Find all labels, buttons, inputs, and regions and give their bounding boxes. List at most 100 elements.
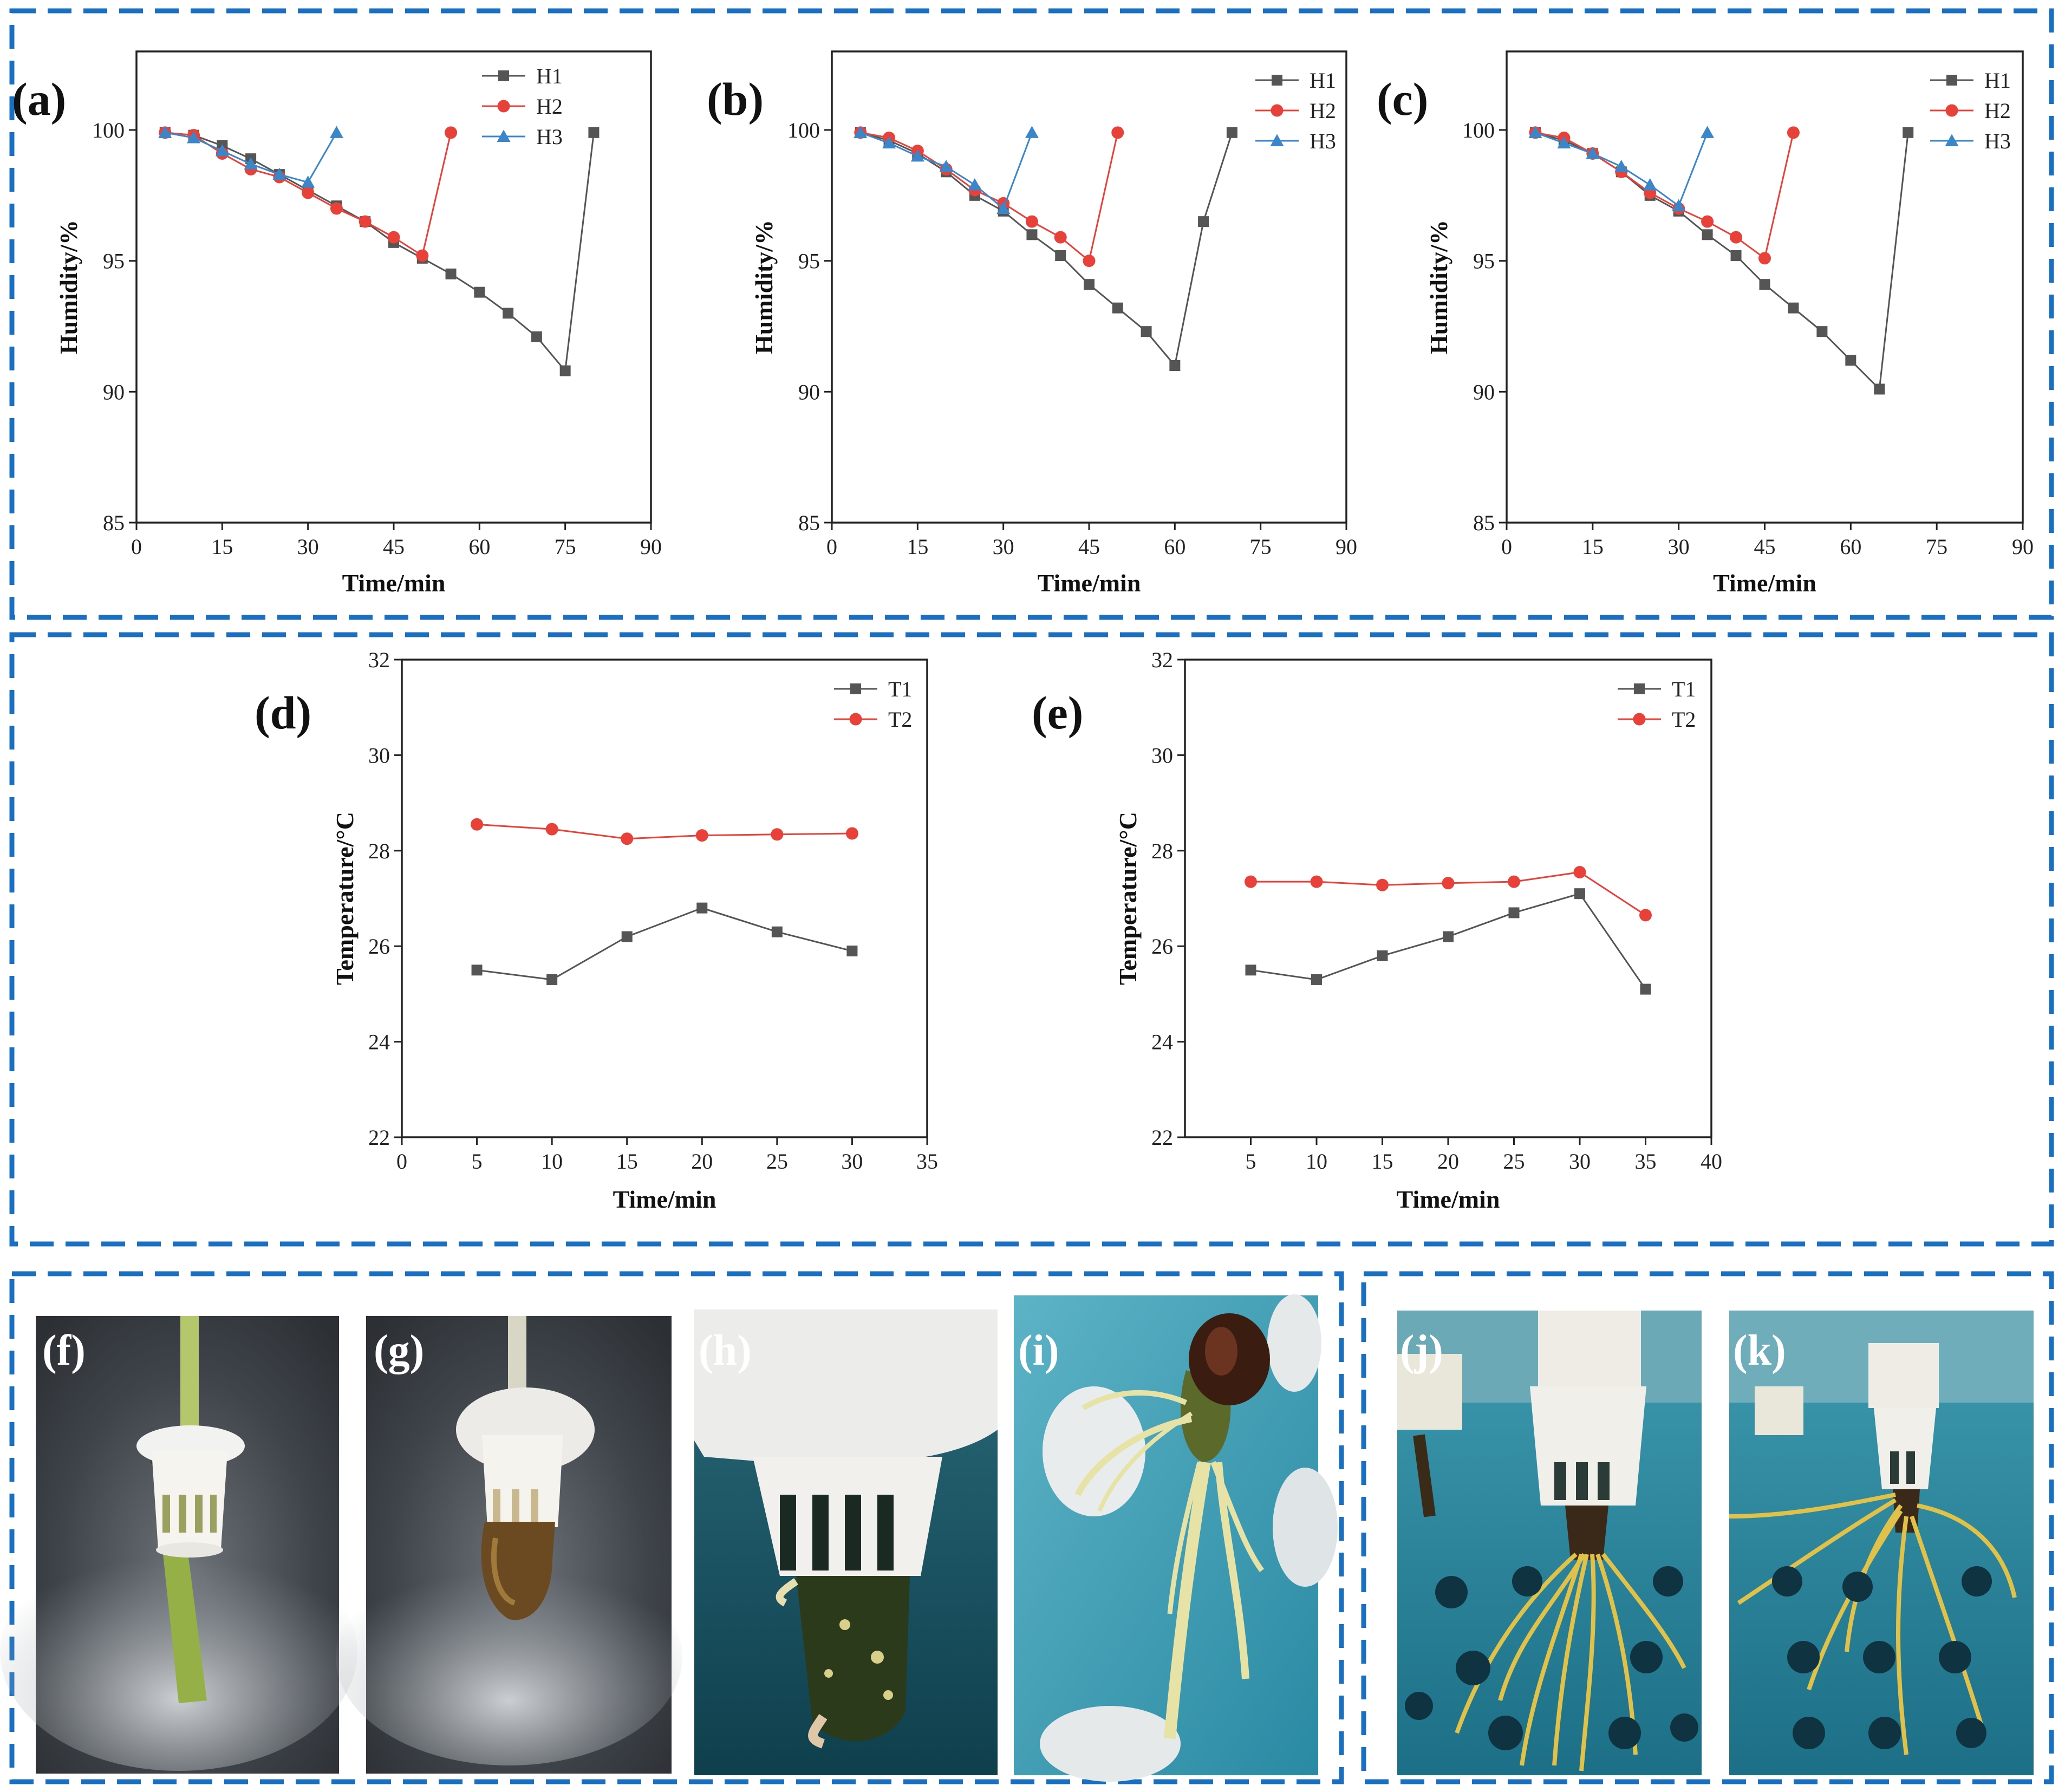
photo-i: (i) [1014, 1294, 1338, 1782]
chart-c: 0 15 30 45 60 75 90 85 90 95 100 Time/min Humidity/%… [1425, 50, 2034, 597]
data-point-H3 [1643, 178, 1657, 191]
y-tick-label: 24 [1151, 1030, 1173, 1054]
y-tick-label: 85 [1473, 511, 1495, 535]
data-point-H1 [1903, 127, 1914, 138]
x-tick-label: 15 [211, 535, 233, 559]
photo-j: (j) [1397, 1311, 1702, 1775]
data-point-H3 [882, 136, 896, 149]
x-tick-label: 0 [396, 1149, 407, 1174]
data-point-T2 [771, 828, 784, 841]
y-tick-label: 100 [787, 118, 820, 142]
y-tick-label: 22 [1151, 1125, 1173, 1150]
x-tick-label: 75 [1926, 535, 1947, 559]
photo-g: (g) [336, 1316, 682, 1774]
legend-label-T1: T1 [1672, 677, 1696, 701]
data-point-T1 [1377, 950, 1388, 961]
x-tick-label: 60 [1840, 535, 1861, 559]
x-tick-label: 10 [541, 1149, 563, 1174]
data-point-H3 [244, 157, 258, 170]
y-tick-label: 90 [103, 380, 125, 404]
x-tick-label: 25 [1503, 1149, 1525, 1174]
x-tick-label: 60 [468, 535, 490, 559]
data-point-H2 [416, 249, 429, 262]
series-line-T2 [477, 823, 852, 840]
x-tick-label: 15 [616, 1149, 638, 1174]
y-axis-title: Humidity/% [55, 220, 82, 354]
plot-area [1184, 659, 1712, 1138]
data-point-H1 [1816, 326, 1828, 337]
x-tick-label: 30 [841, 1149, 863, 1174]
photo-f: (f) [0, 1316, 357, 1774]
frame-photos-right [1361, 1271, 2054, 1784]
x-tick-label: 60 [1164, 535, 1185, 559]
data-point-T2 [845, 827, 858, 840]
data-point-T1 [1443, 931, 1454, 942]
chart-a: 0 15 30 45 60 75 90 85 90 95 100 Time/min Humidity/%… [55, 50, 662, 597]
data-point-H2 [302, 186, 315, 199]
x-tick-label: 5 [1246, 1149, 1256, 1174]
plot-area [135, 50, 652, 524]
data-point-T1 [471, 965, 483, 976]
data-point-T2 [695, 829, 708, 842]
data-point-H1 [474, 286, 485, 298]
data-point-T1 [621, 931, 633, 942]
data-point-H2 [1701, 215, 1714, 228]
legend-marker-T1 [1634, 683, 1645, 694]
x-tick-label: 45 [1754, 535, 1776, 559]
series-line-H2 [1535, 132, 1794, 260]
panel-letter-d: (d) [255, 687, 311, 739]
data-point-H3 [1614, 160, 1628, 172]
data-point-T2 [621, 832, 634, 845]
x-tick-label: 30 [1569, 1149, 1591, 1174]
chart-e: 5 10 15 20 25 30 35 40 22 24 26 28 30 32 Time/min Tempe… [1114, 648, 1722, 1213]
x-tick-label: 30 [1668, 535, 1690, 559]
data-point-H3 [910, 149, 924, 162]
data-point-H2 [359, 215, 372, 228]
x-axis-title: Time/min [1397, 1185, 1500, 1213]
y-tick-label: 30 [368, 743, 390, 767]
series-line-H1 [860, 132, 1233, 368]
data-point-T2 [1639, 909, 1652, 922]
y-tick-label: 32 [1151, 648, 1173, 672]
photo-i-label: (i) [1018, 1327, 1059, 1374]
y-tick-label: 30 [1151, 743, 1173, 767]
legend-label-H2: H2 [1310, 99, 1336, 123]
legend-label-T2: T2 [888, 707, 912, 732]
series-line-T1 [477, 907, 852, 981]
photo-j-label: (j) [1400, 1327, 1443, 1374]
legend-label-H3: H3 [536, 125, 563, 149]
y-tick-label: 95 [798, 249, 820, 273]
chart-d: 0 5 10 15 20 25 30 35 22 24 26 28 30 32 Time/min Temper… [331, 648, 938, 1213]
x-tick-label: 75 [1250, 535, 1272, 559]
data-point-H3 [272, 167, 286, 180]
data-point-H1 [1055, 250, 1066, 261]
frame-photos-left [9, 1271, 1344, 1784]
data-point-H1 [531, 331, 542, 342]
data-point-H1 [1026, 229, 1038, 240]
series-line-H1 [1535, 132, 1909, 391]
series-line-H1 [165, 132, 595, 373]
data-point-H3 [939, 160, 953, 172]
data-point-H2 [1025, 215, 1038, 228]
x-tick-label: 15 [1582, 535, 1604, 559]
data-point-H1 [1141, 326, 1152, 337]
data-point-H1 [1874, 383, 1885, 395]
photo-h: (h) [694, 1309, 998, 1775]
data-point-H2 [1054, 231, 1067, 244]
y-tick-label: 95 [1473, 249, 1495, 273]
data-point-T1 [1574, 888, 1585, 900]
chart-b: 0 15 30 45 60 75 90 85 90 95 100 Time/min Humidity/%… [750, 50, 1357, 597]
frame-temperature [9, 632, 2054, 1247]
data-point-T1 [1640, 983, 1651, 995]
data-point-H3 [1701, 126, 1715, 138]
data-point-H2 [1083, 255, 1096, 268]
x-tick-label: 30 [297, 535, 319, 559]
y-axis-title: Humidity/% [1425, 220, 1452, 354]
y-tick-label: 24 [368, 1030, 390, 1054]
data-point-H1 [1702, 229, 1713, 240]
data-point-H1 [1730, 250, 1742, 261]
data-point-H3 [854, 126, 868, 138]
data-point-H1 [588, 127, 600, 138]
x-tick-label: 20 [1437, 1149, 1459, 1174]
data-point-H1 [1788, 302, 1799, 314]
